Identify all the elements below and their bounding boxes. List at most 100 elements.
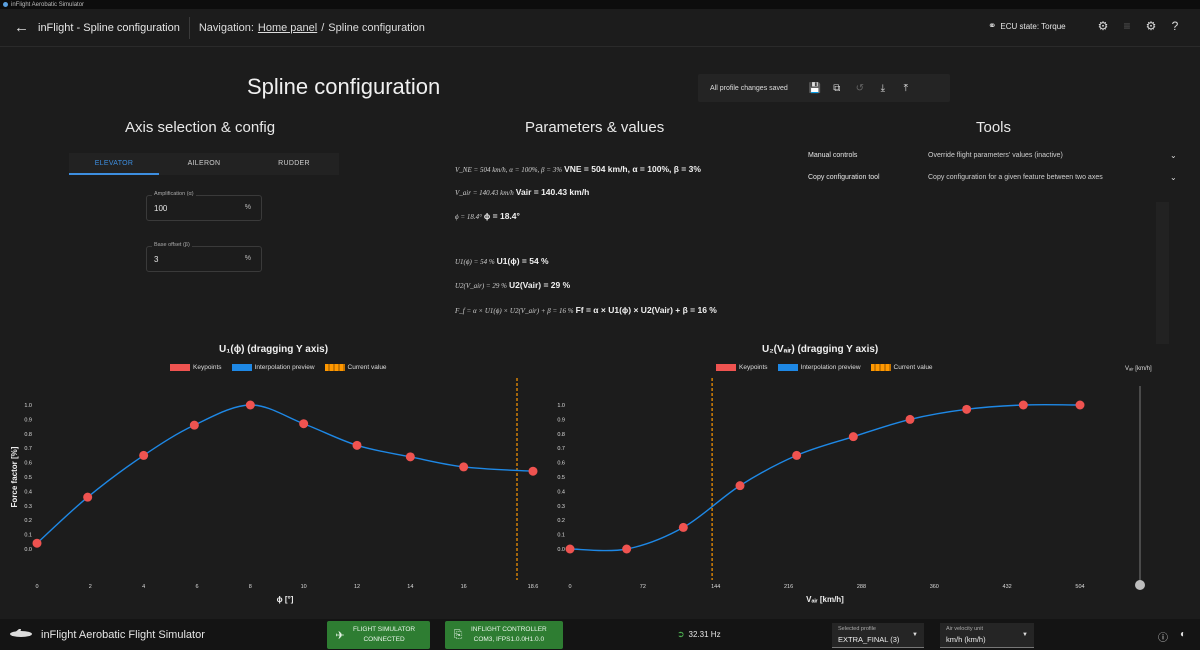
- keypoint[interactable]: [83, 492, 93, 502]
- tools-section-title: Tools: [976, 119, 1012, 136]
- keypoint[interactable]: [848, 432, 858, 442]
- y-tick-label: 0.3: [24, 504, 32, 510]
- controller-line1: INFLIGHT CONTROLLER: [471, 626, 547, 633]
- param-row: U2(V_air) = 29 % U2(Vair) = 29 %: [455, 280, 570, 290]
- help-icon[interactable]: ?: [1171, 19, 1179, 33]
- status-bar: inFlight Aerobatic Flight Simulator ✈ FL…: [0, 619, 1200, 650]
- amplification-value[interactable]: 100: [154, 204, 168, 213]
- controller-line2: COM3, IFPS1.0.0H1.0.0: [473, 636, 545, 643]
- keypoint[interactable]: [962, 404, 972, 414]
- x-tick-label: 4: [142, 584, 145, 590]
- legend-item[interactable]: Current value: [324, 364, 387, 371]
- x-axis-label: Vₐᵢᵣ [km/h]: [806, 595, 844, 604]
- history-icon[interactable]: ↺: [855, 82, 865, 94]
- amplification-field[interactable]: Amplification (α) 100 %: [146, 191, 262, 221]
- keypoint[interactable]: [1018, 400, 1028, 410]
- keypoint[interactable]: [299, 419, 309, 429]
- y-tick-label: 0.0: [24, 547, 32, 553]
- chart-title-u1: U₁(ϕ) (dragging Y axis): [219, 344, 329, 355]
- back-arrow-icon[interactable]: ←: [14, 19, 29, 36]
- legend-item[interactable]: Current value: [870, 364, 933, 371]
- interpolation-curve: [569, 403, 1081, 552]
- keypoint[interactable]: [528, 466, 538, 476]
- vair-slider-label: Vₐᵢᵣ [km/h]: [1125, 366, 1152, 372]
- keypoint[interactable]: [32, 538, 42, 548]
- profile-select-label: Selected profile: [838, 626, 876, 632]
- keypoint[interactable]: [139, 450, 149, 460]
- keypoint[interactable]: [905, 414, 915, 424]
- keypoint[interactable]: [792, 450, 802, 460]
- keypoint[interactable]: [459, 462, 469, 472]
- vair-slider-thumb[interactable]: [1135, 580, 1145, 590]
- y-tick-label: 0.8: [557, 432, 565, 438]
- y-tick-label: 0.7: [24, 446, 32, 452]
- legend-item[interactable]: Keypoints: [170, 364, 222, 371]
- copy-icon[interactable]: ⧉: [833, 82, 841, 94]
- tool-manual-controls[interactable]: Manual controls Override flight paramete…: [808, 145, 1180, 165]
- param-text: Vair = 140.43 km/h: [515, 187, 590, 197]
- param-row: V_air = 140.43 km/h Vair = 140.43 km/h: [455, 187, 589, 197]
- settings-icon[interactable]: ⚙: [1145, 19, 1157, 33]
- x-tick-label: 2: [89, 584, 92, 590]
- breadcrumb-home-link[interactable]: Home panel: [257, 21, 318, 34]
- chevron-down-icon[interactable]: ⌄: [1170, 150, 1177, 160]
- x-tick-label: 0: [568, 584, 571, 590]
- legend-keypoints-swatch: [716, 364, 736, 371]
- legend-item[interactable]: Keypoints: [716, 364, 768, 371]
- x-tick-label: 6: [195, 584, 198, 590]
- air-velocity-unit-select[interactable]: Air velocity unit km/h (km/h) ▼: [940, 623, 1034, 648]
- y-tick-label: 0.8: [24, 432, 32, 438]
- legend-item[interactable]: Interpolation preview: [777, 364, 861, 371]
- tab-elevator[interactable]: ELEVATOR: [69, 153, 159, 175]
- keypoint[interactable]: [352, 440, 362, 450]
- base-offset-field[interactable]: Base offset (β) 3 %: [146, 242, 262, 272]
- param-math: U2(V_air) = 29 %: [455, 282, 507, 290]
- download-icon[interactable]: ⤓: [880, 82, 886, 94]
- legend-item[interactable]: Interpolation preview: [231, 364, 315, 371]
- y-tick-label: 0.5: [24, 475, 32, 481]
- chevron-down-icon[interactable]: ⌄: [1170, 172, 1177, 182]
- air-velocity-select-value: km/h (km/h): [946, 635, 986, 644]
- y-tick-label: 0.7: [557, 446, 565, 452]
- theme-toggle-icon[interactable]: ◐: [1179, 629, 1186, 640]
- flight-simulator-status-button[interactable]: ✈ FLIGHT SIMULATOR CONNECTED: [327, 621, 430, 649]
- tool-label: Copy configuration tool: [808, 173, 880, 181]
- page-title: Spline configuration: [247, 74, 441, 99]
- keypoint[interactable]: [622, 544, 632, 554]
- tab-aileron[interactable]: AILERON: [187, 160, 221, 167]
- x-tick-label: 144: [711, 584, 720, 590]
- y-tick-label: 0.2: [24, 518, 32, 524]
- lines-icon[interactable]: ≡: [1123, 19, 1131, 33]
- keypoint[interactable]: [245, 400, 255, 410]
- profile-select[interactable]: Selected profile EXTRA_FINAL (3) ▼: [832, 623, 924, 648]
- keypoint[interactable]: [565, 544, 575, 554]
- param-text: Ff = α × U1(ϕ) × U2(Vair) + β = 16 %: [575, 305, 717, 315]
- keypoint[interactable]: [189, 420, 199, 430]
- base-offset-value[interactable]: 3: [154, 255, 159, 264]
- tab-rudder[interactable]: RUDDER: [278, 160, 310, 167]
- param-text: VNE = 504 km/h, α = 100%, β = 3%: [564, 164, 701, 174]
- bug-icon[interactable]: ⚙: [1097, 19, 1109, 33]
- status-icons: ⓘ ◐: [1158, 629, 1186, 644]
- keypoint[interactable]: [678, 522, 688, 532]
- x-axis-label: ϕ [°]: [277, 595, 294, 604]
- plane-logo-icon: [10, 629, 32, 637]
- chart-u2[interactable]: 0.0 0.1 0.2 0.3 0.4 0.5 0.6 0.7 0.8 0.9 1.0 0 72 144 2…: [540, 378, 1100, 610]
- frequency-value: 32.31 Hz: [688, 630, 721, 639]
- vair-slider-track[interactable]: [1139, 386, 1141, 584]
- interpolation-curve: [36, 404, 534, 544]
- y-tick-label: 0.1: [24, 533, 32, 539]
- keypoint[interactable]: [735, 481, 745, 491]
- amplification-unit: %: [244, 204, 251, 211]
- tool-copy-configuration[interactable]: Copy configuration tool Copy configurati…: [808, 167, 1180, 187]
- chart-u1[interactable]: 0.0 0.1 0.2 0.3 0.4 0.5 0.6 0.7 0.8 0.9 1.0 0 2 4 6 8 10…: [0, 378, 560, 610]
- save-icon[interactable]: 💾: [808, 82, 822, 94]
- upload-icon[interactable]: ⤒: [903, 82, 909, 94]
- keypoint[interactable]: [405, 452, 415, 462]
- keypoint[interactable]: [1075, 400, 1085, 410]
- param-math: U1(ϕ) = 54 %: [455, 258, 495, 266]
- info-icon[interactable]: ⓘ: [1157, 633, 1168, 644]
- globe-icon: ⚭: [988, 21, 997, 32]
- controller-status-button[interactable]: ⎘ INFLIGHT CONTROLLER COM3, IFPS1.0.0H1.…: [445, 621, 563, 649]
- param-math: V_NE = 504 km/h, α = 100%, β = 3%: [455, 166, 563, 174]
